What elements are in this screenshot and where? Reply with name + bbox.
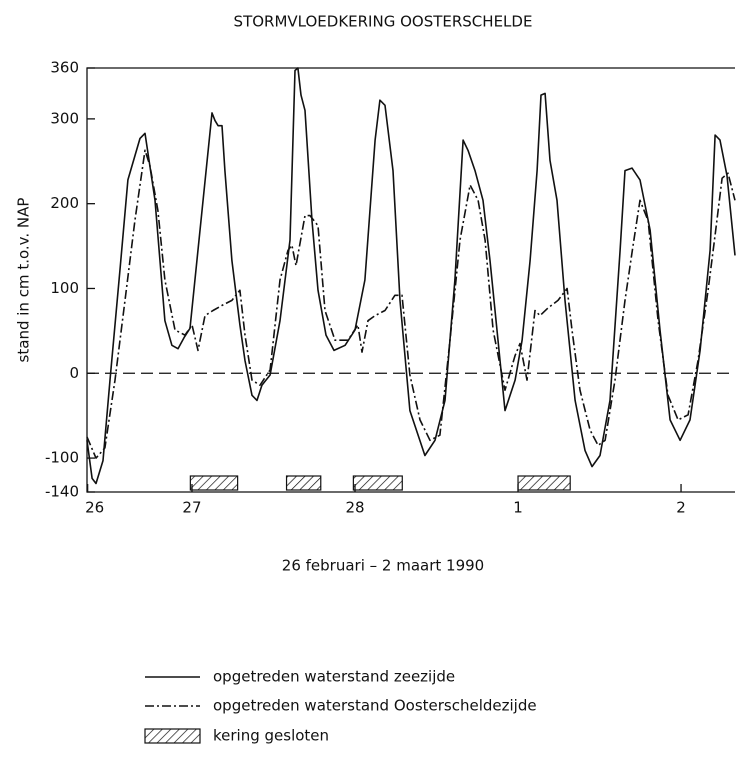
y-tick-label: 200 [50, 194, 79, 212]
y-tick-label: 300 [50, 109, 79, 127]
y-tick-label: 0 [69, 364, 79, 382]
legend-label: kering gesloten [213, 727, 329, 745]
legend-label: opgetreden waterstand Oosterscheldezijde [213, 697, 537, 715]
series-line [86, 67, 736, 485]
x-tick-label: 2 [676, 499, 686, 517]
legend-label: opgetreden waterstand zeezijde [213, 668, 455, 686]
chart-title: STORMVLOEDKERING OOSTERSCHELDE [234, 13, 533, 31]
x-tick-label: 27 [182, 499, 201, 517]
legend-swatch [144, 728, 201, 744]
series-line [86, 149, 736, 459]
closed-period [517, 475, 571, 491]
y-axis-label: stand in cm t.o.v. NAP [15, 198, 33, 363]
closed-period [352, 475, 403, 491]
y-tick-label: -140 [45, 483, 79, 501]
x-tick-label: 28 [345, 499, 364, 517]
x-axis-label: 26 februari – 2 maart 1990 [282, 557, 484, 575]
x-tick-label: 1 [513, 499, 523, 517]
y-tick-label: 100 [50, 279, 79, 297]
closed-period [285, 475, 322, 491]
closed-period [189, 475, 239, 491]
x-tick-label: 26 [85, 499, 104, 517]
y-tick-label: -100 [45, 449, 79, 467]
y-tick-label: 360 [50, 59, 79, 77]
plot-frame [86, 67, 735, 493]
